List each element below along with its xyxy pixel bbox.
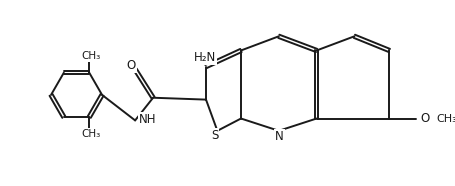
Text: O: O [127,59,136,72]
Text: CH₃: CH₃ [81,129,101,139]
Text: O: O [420,112,430,125]
Text: N: N [275,130,284,143]
Text: CH₃: CH₃ [81,51,101,61]
Text: S: S [211,129,218,142]
Text: H₂N: H₂N [194,51,216,64]
Text: NH: NH [139,113,157,126]
Text: CH₃: CH₃ [437,113,455,124]
